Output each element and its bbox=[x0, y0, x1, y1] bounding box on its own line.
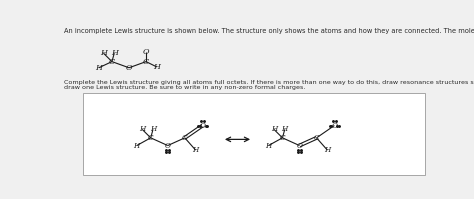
Text: C: C bbox=[109, 58, 115, 66]
Text: O: O bbox=[331, 122, 337, 130]
Text: O: O bbox=[165, 141, 171, 149]
Text: H: H bbox=[282, 125, 288, 133]
Text: O: O bbox=[143, 48, 149, 56]
Text: H: H bbox=[271, 125, 277, 133]
Text: H: H bbox=[192, 146, 199, 154]
Text: H: H bbox=[111, 49, 118, 57]
Text: O: O bbox=[126, 64, 132, 72]
Text: An incomplete Lewis structure is shown below. The structure only shows the atoms: An incomplete Lewis structure is shown b… bbox=[64, 28, 474, 34]
Text: O: O bbox=[297, 141, 302, 149]
Text: O: O bbox=[200, 122, 206, 130]
Text: C: C bbox=[314, 134, 319, 142]
Text: H: H bbox=[100, 49, 107, 57]
FancyBboxPatch shape bbox=[82, 93, 425, 175]
Text: H: H bbox=[265, 141, 272, 149]
Text: H: H bbox=[134, 141, 140, 149]
Text: Complete the Lewis structure giving all atoms full octets. If there is more than: Complete the Lewis structure giving all … bbox=[64, 80, 474, 85]
Text: H: H bbox=[95, 64, 102, 72]
Text: C: C bbox=[182, 134, 188, 142]
Text: C: C bbox=[143, 58, 149, 66]
Text: C: C bbox=[280, 134, 285, 142]
Text: draw one Lewis structure. Be sure to write in any non-zero formal charges.: draw one Lewis structure. Be sure to wri… bbox=[64, 86, 305, 91]
Text: H: H bbox=[154, 63, 160, 71]
Text: H: H bbox=[324, 146, 330, 154]
Text: H: H bbox=[150, 125, 156, 133]
Text: H: H bbox=[139, 125, 146, 133]
Text: C: C bbox=[148, 134, 154, 142]
